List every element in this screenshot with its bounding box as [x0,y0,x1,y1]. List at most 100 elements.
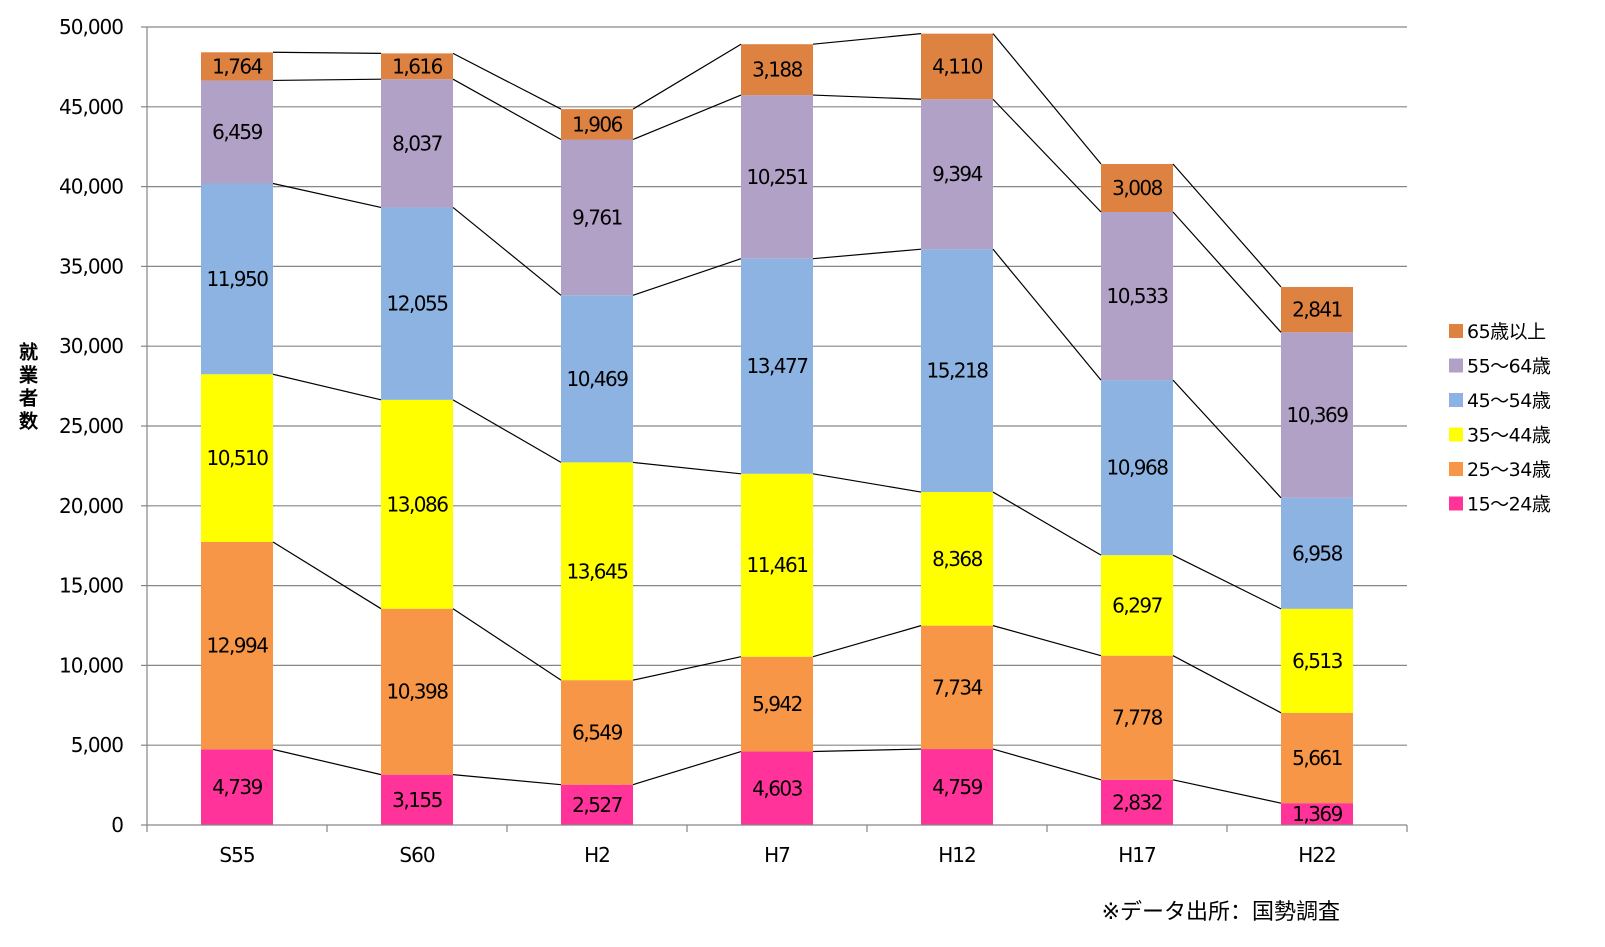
y-tick-label: 20,000 [59,494,123,518]
bar-segment [741,44,813,96]
legend-label: 15～24歳 [1467,494,1551,516]
connector-line [272,182,382,209]
x-tick-label: H22 [1298,843,1336,867]
connector-line [452,206,562,296]
bar-segment [381,399,453,609]
bar-segment [1101,655,1173,780]
bars [201,33,1353,825]
bar-segment [921,492,993,626]
legend-label: 35～44歳 [1467,425,1551,447]
bar-segment [741,751,813,825]
connector-line [992,748,1102,781]
bar-segment [201,80,273,184]
bar-segment [1281,803,1353,825]
bar-segment [561,139,633,296]
legend-swatch [1449,427,1463,442]
bar-segment [201,541,273,750]
bar-segment [1281,286,1353,333]
bar-segment [381,53,453,80]
bar-segment [381,774,453,825]
bar-segment [201,183,273,375]
legend: 65歳以上 55～64歳 45～54歳 35～44歳 25～34歳 15～24歳 [1449,321,1551,516]
data-label: 6,513 [1292,649,1343,673]
connector-line [992,98,1102,213]
data-label: 3,155 [392,788,442,812]
data-label: 4,759 [932,775,983,799]
connector-line [452,52,562,110]
bar-segment [561,680,633,785]
bar-segment [741,473,813,657]
connector-line [812,94,922,100]
data-label: 6,297 [1112,593,1163,617]
data-label: 4,603 [752,776,803,800]
connector-line [452,608,562,681]
x-tick-label: S55 [219,843,254,867]
connector-line [632,258,742,296]
data-label: 15,218 [927,359,989,383]
bar-segment [1101,380,1173,556]
axes: 0 5,000 10,000 15,000 20,000 25,000 30,000 35,0… [59,15,1408,867]
data-label: 2,527 [572,793,623,817]
data-labels: 4,739 3,155 2,527 4,603 4,759 2,832 1,369 12,99… [207,54,1350,826]
data-label: 11,461 [747,553,808,577]
x-tick-label: H7 [764,843,790,867]
series-connector-lines [272,33,1282,804]
legend-label: 65歳以上 [1467,321,1546,343]
bar-segment [1101,212,1173,381]
data-label: 2,841 [1292,298,1342,322]
x-tick-label: S60 [399,843,434,867]
bar-segment [561,784,633,825]
data-label: 6,459 [212,120,263,144]
connector-line [992,248,1102,381]
bar-segment [921,625,993,750]
data-label: 8,037 [392,131,443,155]
bar-segment [1281,497,1353,609]
data-label: 3,188 [752,58,803,82]
bar-segment [741,258,813,474]
x-tick-label: H17 [1118,843,1156,867]
bar-segment [381,608,453,775]
bar-segment [201,374,273,542]
connector-line [632,94,742,141]
connector-line [1172,655,1282,714]
data-label: 10,369 [1287,403,1349,427]
legend-swatch [1449,462,1463,476]
legend-label: 45～54歳 [1467,390,1551,412]
legend-swatch [1449,393,1463,407]
bar-segment [1281,712,1353,804]
y-tick-label: 45,000 [59,95,123,119]
bar-segment [381,207,453,400]
connector-line [992,33,1102,165]
connector-line [992,491,1102,556]
data-label: 1,764 [212,54,263,78]
connector-line [812,625,922,658]
legend-swatch [1449,324,1463,338]
connector-line [992,625,1102,657]
y-axis-label: 就業者数 [16,341,39,434]
connector-line [272,541,382,610]
bar-segment [921,249,993,493]
connector-line [1172,163,1282,288]
connector-line [272,51,382,54]
data-label: 9,394 [932,162,983,186]
data-label: 13,645 [567,559,628,583]
legend-label: 55～64歳 [1467,356,1551,378]
connector-line [632,43,742,110]
connector-line [1172,379,1282,499]
x-tick-label: H2 [584,843,610,867]
bar-segment [1281,332,1353,498]
data-label: 1,906 [572,112,623,136]
bar-segment [1101,779,1173,825]
connector-line [812,473,922,493]
bar-segment [741,95,813,259]
bar-segment [1101,555,1173,656]
connector-line [272,748,382,776]
data-label: 6,958 [1292,541,1343,565]
data-label: 10,398 [387,680,449,704]
y-tick-label: 10,000 [59,653,123,677]
data-label: 2,832 [1112,790,1162,814]
data-label: 4,739 [212,775,263,799]
bar-segment [921,99,993,250]
connector-line [272,373,382,401]
data-label: 11,950 [207,267,269,291]
